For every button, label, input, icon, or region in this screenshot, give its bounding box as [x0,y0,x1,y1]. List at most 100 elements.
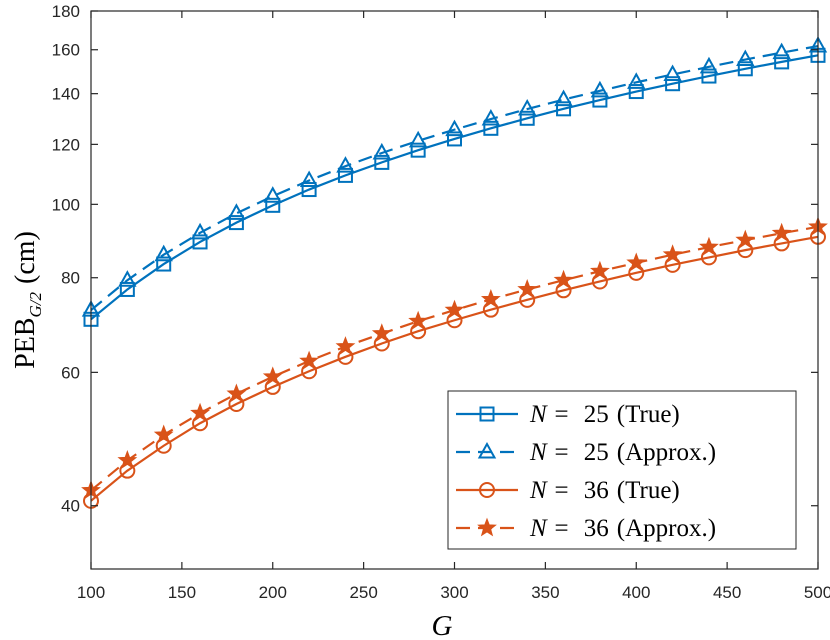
data-point [408,130,428,148]
series-line [90,44,819,311]
data-point [699,236,719,256]
data-point [736,49,755,67]
y-tick-label: 60 [61,363,80,382]
data-point [299,350,320,370]
data-point [480,288,501,308]
series-line [90,54,819,321]
x-tick-label: 400 [622,583,650,602]
data-point [226,383,247,403]
y-axis-title: PEBG/2 (cm) [10,231,45,369]
x-tick-label: 450 [713,583,741,602]
data-point [553,269,574,289]
series-2 [81,36,828,317]
legend-variable: N = [529,477,570,504]
data-point [774,54,790,70]
x-tick-labels: 100 150 200 250 300 350 400 450 500 [77,583,830,602]
data-point [554,89,573,107]
x-tick-label: 500 [804,583,830,602]
x-tick-label: 350 [531,583,559,602]
data-point [154,244,173,262]
legend-number: 36 [584,515,609,542]
data-point [335,336,356,355]
data-point [408,310,429,330]
y-axis-title-unit: (cm) [10,231,41,284]
y-tick-label: 40 [61,497,80,516]
data-point [701,68,717,84]
legend-label: N = 25 (Approx.) [529,439,716,466]
legend-marker [479,406,495,422]
data-point [590,80,610,98]
legend-variable: N = [529,401,570,428]
axes-layer [90,10,819,570]
legend-entry: N = 25 (True) [456,401,680,428]
data-point [628,84,644,100]
data-point [119,281,135,297]
x-axis-title: G [432,610,453,640]
data-point [156,256,172,272]
y-tick-labels: 40 60 80 100 120 140 160 180 [52,2,80,516]
legend-number: 25 [584,401,609,428]
y-tick-label: 80 [61,269,80,288]
data-point [483,120,499,136]
data-point [444,299,465,319]
y-tick-label: 100 [52,195,80,214]
legend-label: N = 36 (Approx.) [529,515,716,542]
data-point [481,108,501,126]
series-layer [81,36,828,509]
legend-marker [477,517,497,537]
data-point [735,229,756,249]
legend-suffix: (Approx.) [617,515,716,542]
data-point [445,119,464,137]
legend-number: 36 [584,477,609,504]
data-point [262,366,283,386]
y-axis-title-subscript: G/2 [26,292,45,318]
x-tick-label: 250 [349,583,377,602]
legend-entry: N = 36 (True) [456,477,680,504]
legend-label: N = 25 (True) [529,401,680,428]
data-point [447,131,462,147]
y-tick-label: 180 [52,2,80,21]
x-tick-label: 200 [259,583,287,602]
legend-variable: N = [529,515,570,542]
data-point [372,142,391,160]
data-point [336,156,355,173]
legend-box [447,390,797,550]
legend: N = 25 (True) N = 25 (Approx.) N = 36 (True) N = 3… [447,390,797,550]
legend-marker [477,441,497,459]
legend-suffix: (True) [617,401,680,428]
legend-suffix: (True) [617,477,680,504]
y-tick-label: 120 [52,135,80,154]
legend-marker [479,482,495,498]
data-point [117,450,138,469]
data-point [627,72,646,89]
data-point [118,270,137,287]
data-point [518,98,537,116]
svg-text:PEBG/2(cm): PEBG/2 (cm) [10,231,45,369]
data-point [371,323,392,343]
data-point [374,154,390,170]
data-point [192,234,208,250]
data-point [737,61,753,77]
data-point [662,244,683,264]
x-tick-label: 100 [77,583,105,602]
legend-entry: N = 36 (Approx.) [456,515,716,542]
data-point [592,92,608,108]
data-point [153,424,174,444]
y-axis-title-base: PEB [10,318,41,369]
legend-label: N = 36 (True) [529,477,680,504]
data-point [517,279,538,298]
data-point [190,402,210,422]
legend-number: 25 [584,439,609,466]
x-tick-label: 150 [168,583,196,602]
data-point [519,110,535,126]
data-point [589,260,610,280]
data-point [228,215,244,231]
data-point [663,64,682,81]
data-point [301,182,317,198]
data-point [263,186,282,203]
series-line [90,235,819,502]
data-point [556,101,572,117]
y-tick-label: 160 [52,41,80,60]
y-tick-label: 140 [52,85,80,104]
